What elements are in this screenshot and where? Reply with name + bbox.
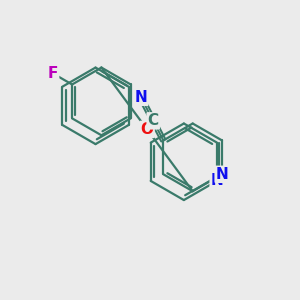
Text: N: N [216, 167, 228, 182]
Text: F: F [48, 66, 58, 81]
Text: N: N [135, 90, 147, 105]
Text: N: N [211, 173, 224, 188]
Text: O: O [141, 122, 154, 137]
Text: C: C [148, 113, 159, 128]
